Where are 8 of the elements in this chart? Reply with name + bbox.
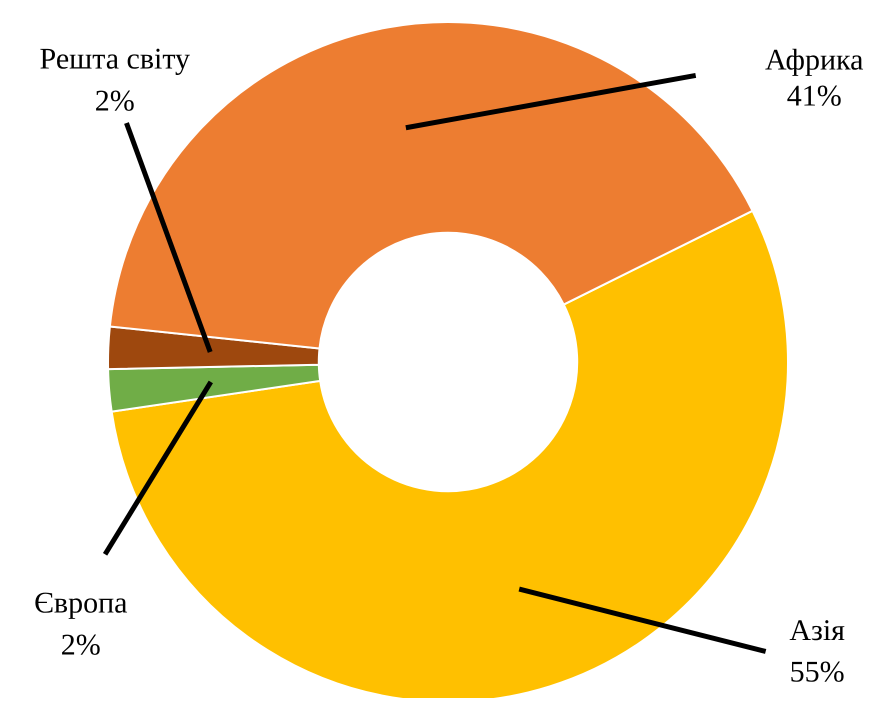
data-label: 41% <box>786 80 842 113</box>
slice-label: Азія <box>789 614 846 647</box>
data-label: 2% <box>60 628 101 662</box>
slice-label: Африка <box>765 44 864 77</box>
slice-label: Решта світу <box>40 42 190 76</box>
slice-label: Європа <box>34 586 128 620</box>
data-label: 2% <box>94 84 135 118</box>
data-label: 55% <box>790 656 845 689</box>
